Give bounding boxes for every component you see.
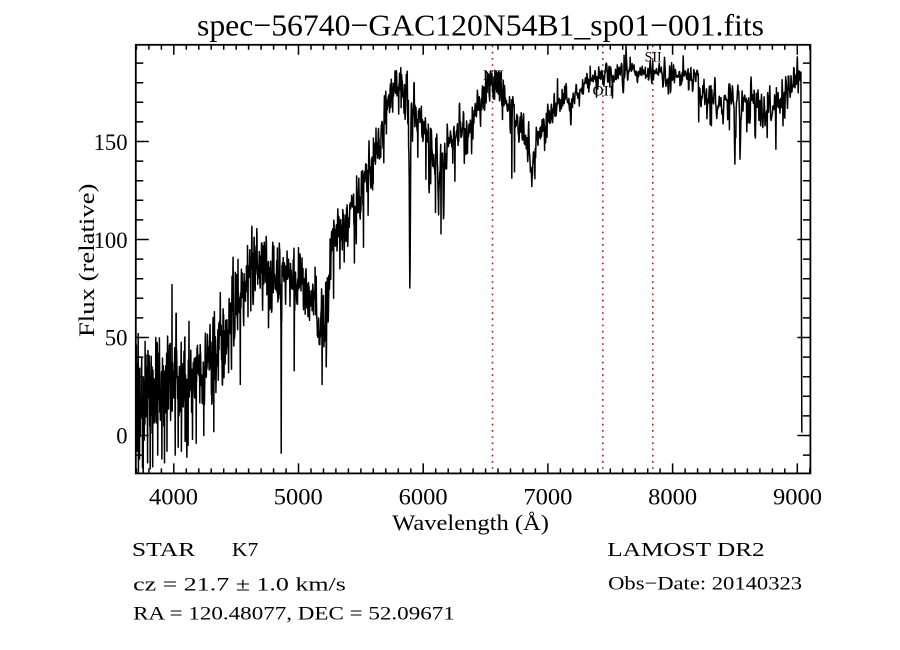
svg-text:4000: 4000	[149, 484, 198, 509]
svg-text:Wavelength (Å): Wavelength (Å)	[392, 510, 549, 535]
svg-text:8000: 8000	[648, 484, 697, 509]
svg-text:150: 150	[94, 130, 128, 155]
svg-text:SII: SII	[645, 50, 662, 66]
svg-text:7000: 7000	[523, 484, 572, 509]
svg-text:6000: 6000	[399, 484, 448, 509]
svg-text:0: 0	[116, 424, 127, 449]
svg-text:LAMOST DR2: LAMOST DR2	[607, 539, 764, 561]
svg-text:Obs−Date: 20140323: Obs−Date: 20140323	[608, 574, 802, 595]
svg-text:50: 50	[105, 326, 128, 351]
svg-text:STAR: STAR	[132, 539, 196, 561]
svg-text:spec−56740−GAC120N54B1_sp01−00: spec−56740−GAC120N54B1_sp01−001.fits	[197, 7, 764, 42]
svg-text:5000: 5000	[274, 484, 323, 509]
svg-text:cz = 21.7 ± 1.0 km/s: cz = 21.7 ± 1.0 km/s	[133, 575, 346, 596]
svg-text:K7: K7	[232, 539, 258, 561]
svg-text:9000: 9000	[773, 484, 822, 509]
svg-text:Flux (relative): Flux (relative)	[74, 184, 99, 338]
svg-text:RA = 120.48077, DEC = 52.0967: RA = 120.48077, DEC = 52.09671	[133, 604, 455, 625]
svg-text:100: 100	[94, 228, 128, 253]
